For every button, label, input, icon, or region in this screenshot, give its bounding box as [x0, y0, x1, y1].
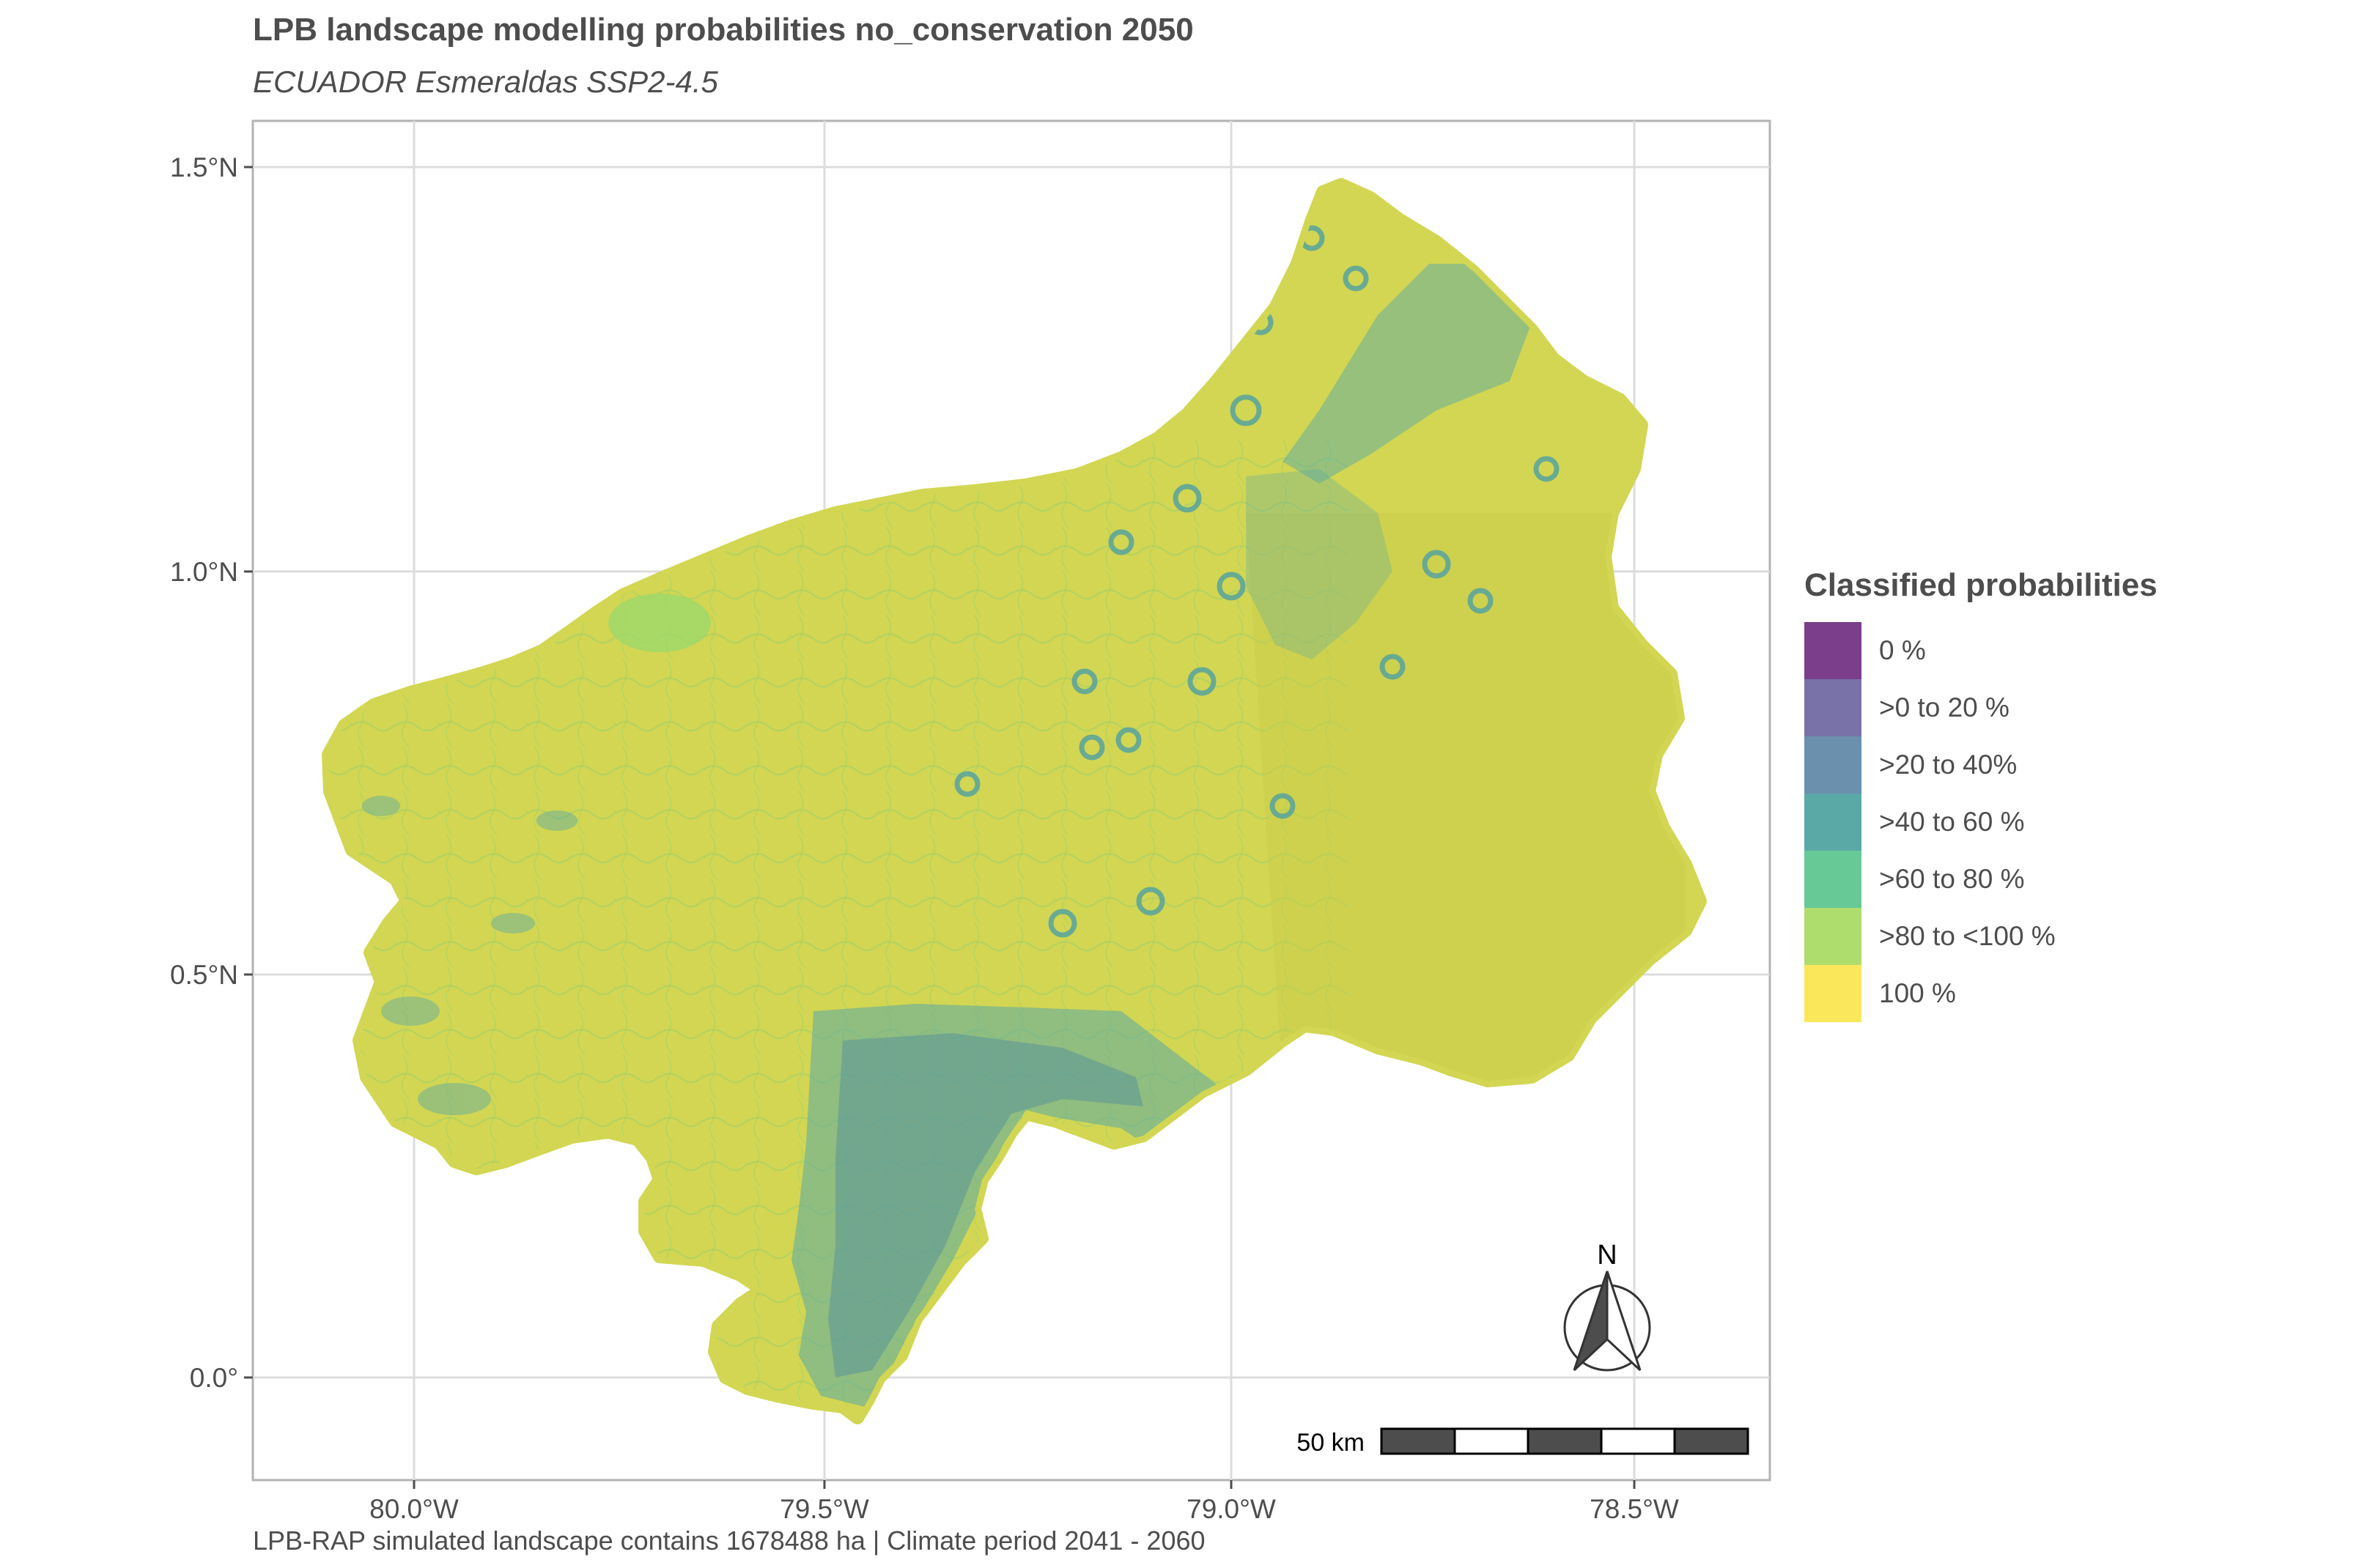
teal-mosaic-northeast [1283, 264, 1532, 484]
west-patch [418, 1083, 491, 1115]
legend-label: >80 to <100 % [1879, 921, 2056, 951]
relief-shading [1246, 513, 1686, 1084]
ring-patch [1071, 668, 1098, 695]
ring-patch [1269, 793, 1296, 819]
map-caption: LPB-RAP simulated landscape contains 167… [253, 1526, 1206, 1556]
west-patches [362, 796, 577, 1115]
green-patch [608, 593, 711, 652]
ring-patch [954, 771, 981, 797]
ring-patch [1467, 588, 1494, 614]
ring-patch [1422, 550, 1451, 579]
legend-label: 0 % [1879, 635, 1926, 665]
scale-bar: 50 km [1296, 1427, 1749, 1457]
west-patch [381, 996, 440, 1026]
teal-mosaic-south [791, 1004, 1217, 1407]
ring-patch [1533, 456, 1560, 482]
legend-swatch [1804, 794, 1861, 851]
x-tick-label: 79.0°W [1186, 1494, 1276, 1524]
ring-patch [1217, 572, 1246, 601]
north-arrow-right [1606, 1271, 1642, 1372]
west-patch [362, 796, 400, 816]
scale-bar-segment [1380, 1427, 1456, 1455]
west-patch [491, 913, 535, 933]
legend-label: >20 to 40% [1879, 750, 2018, 780]
ring-patch [1187, 667, 1217, 696]
north-arrow-label: N [1597, 1240, 1617, 1271]
axis-ticks [244, 166, 1636, 1489]
ring-patch [1079, 734, 1105, 761]
y-tick-label: 0.0° [190, 1363, 238, 1393]
teal-mosaic-central [1246, 469, 1392, 659]
scale-bar-segment [1673, 1427, 1749, 1455]
y-tick-label: 1.5°N [170, 152, 238, 182]
x-tick-label: 78.5°W [1590, 1494, 1679, 1524]
x-tick-label: 80.0°W [369, 1494, 459, 1524]
legend-swatch [1804, 851, 1861, 908]
ring-patch [1230, 394, 1262, 426]
scale-bar-segment [1600, 1427, 1676, 1455]
ring-patch [1115, 727, 1142, 753]
map-subtitle: ECUADOR Esmeraldas SSP2-4.5 [253, 64, 718, 99]
legend-swatch [1804, 679, 1861, 736]
scale-bar-label: 50 km [1296, 1429, 1365, 1457]
legend-label: >0 to 20 % [1879, 692, 2010, 722]
legend-swatch [1804, 908, 1861, 965]
ring-patch [1136, 887, 1165, 916]
west-patch [536, 810, 577, 831]
legend-label: >40 to 60 % [1879, 807, 2025, 837]
legend-swatch [1804, 622, 1861, 679]
teal-mosaic-south-dark [828, 1033, 1143, 1377]
y-tick-label: 1.0°N [170, 557, 238, 587]
legend-title: Classified probabilities [1804, 567, 2158, 603]
ring-patch [1048, 909, 1077, 938]
legend-label: >60 to 80 % [1879, 864, 2025, 894]
ring-patch [1173, 484, 1202, 513]
ring-patch [1379, 654, 1406, 680]
north-arrow: N [1563, 1240, 1651, 1372]
y-tick-label: 0.5°N [170, 960, 238, 990]
scale-bar-segment [1527, 1427, 1603, 1455]
x-tick-label: 79.5°W [780, 1494, 869, 1524]
legend-swatch [1804, 965, 1861, 1022]
legend-label: 100 % [1879, 978, 1956, 1008]
scale-bar-segment [1453, 1427, 1529, 1455]
ring-patch [1108, 529, 1134, 555]
map-title: LPB landscape modelling probabilities no… [253, 12, 1194, 48]
ring-patch [1343, 265, 1369, 292]
legend-swatch [1804, 736, 1861, 794]
